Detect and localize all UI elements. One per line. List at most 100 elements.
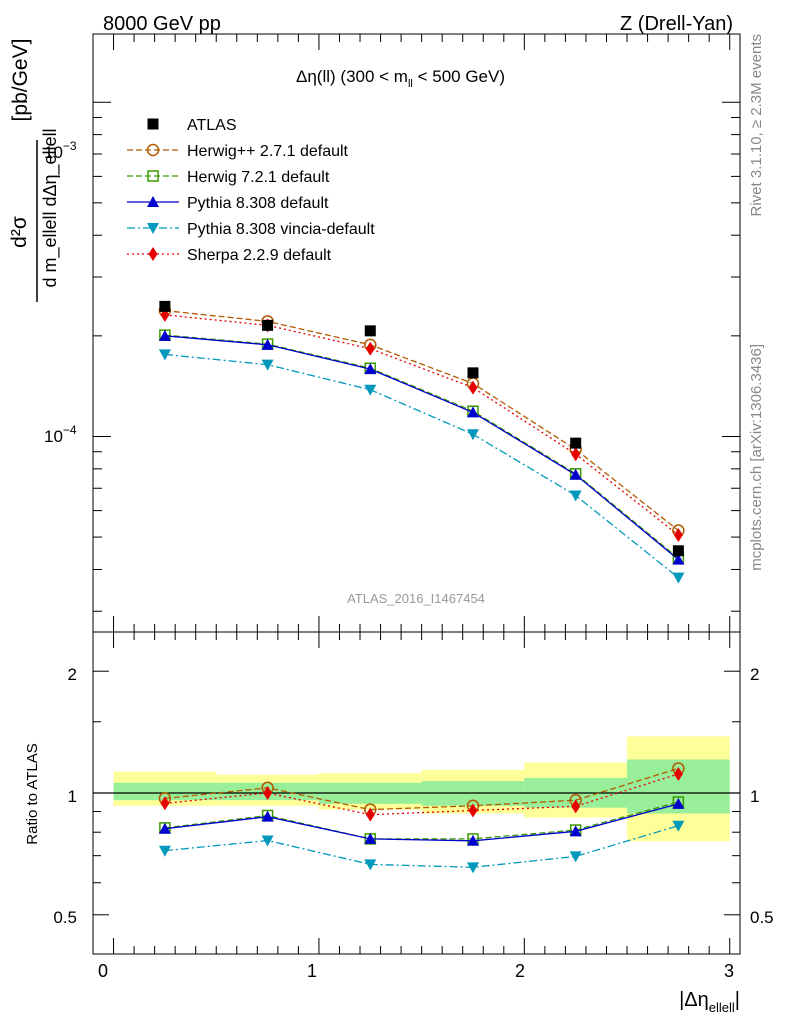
main-series-line (164, 314, 679, 536)
legend-marker (147, 118, 159, 130)
legend-marker (147, 170, 159, 182)
main-series-line (164, 353, 679, 579)
legend-marker (146, 143, 160, 157)
ratio-data-point (364, 832, 377, 844)
main-series-herwig-7-2-1-default (159, 329, 685, 565)
main-data-point (364, 384, 377, 396)
ratio-series-line (164, 773, 679, 816)
x-axis-label: |Δηellell| (679, 989, 740, 1015)
ratio-series-line (164, 767, 679, 811)
main-data-point (159, 300, 171, 312)
ratio-tick-05-left: 0.5 (53, 908, 77, 927)
main-data-point (364, 325, 376, 337)
main-data-point (261, 359, 274, 371)
y-label-bracket: [pb/GeV] (9, 39, 32, 122)
main-data-point (365, 341, 375, 356)
ratio-y-label: Ratio to ATLAS (24, 743, 41, 844)
legend-entry: Pythia 8.308 default (127, 195, 329, 212)
legend-entry: ATLAS (147, 117, 237, 134)
ratio-tick-1-right: 1 (750, 787, 759, 806)
main-series-sherpa-2-2-9-default (160, 307, 683, 543)
legend-label: Herwig++ 2.7.1 default (187, 143, 349, 160)
ratio-data-point (569, 851, 582, 863)
ratio-data-point (673, 767, 683, 782)
ratio-data-point (261, 835, 274, 847)
main-series-pythia-8-308-vincia-default (158, 349, 685, 584)
y-label-numerator: d²σ (8, 216, 31, 248)
legend-entry: Herwig++ 2.7.1 default (127, 143, 349, 160)
analysis-watermark: ATLAS_2016_I1467454 (347, 591, 485, 606)
legend-entry: Herwig 7.2.1 default (127, 169, 330, 186)
main-y-label: [pb/GeV] d²σ d m_ellell dΔη_ellell (8, 39, 61, 302)
ratio-tick-1-left: 1 (68, 787, 77, 806)
ratio-series-layer (158, 762, 685, 874)
y-tick-1e-3: 10−3 (44, 139, 77, 162)
ratio-axis-ticks (93, 631, 740, 955)
main-series-pythia-8-308-default (158, 329, 685, 565)
main-data-point (467, 367, 479, 379)
main-data-point (569, 490, 582, 502)
main-data-point (158, 349, 171, 361)
y-label-denominator: d m_ellell dΔη_ellell (40, 128, 61, 287)
ratio-data-point (365, 807, 375, 822)
main-series-atlas (159, 300, 684, 557)
legend-label: ATLAS (187, 117, 237, 134)
x-tick-0: 0 (98, 961, 108, 981)
x-tick-1: 1 (307, 961, 317, 981)
main-series-line (164, 309, 679, 532)
ratio-data-point (158, 845, 171, 857)
main-data-point (262, 319, 274, 331)
plot-title: Δη(ll) (300 < mll < 500 GeV) (296, 67, 505, 90)
ratio-data-point (466, 862, 479, 874)
legend-marker (147, 223, 159, 234)
ratio-series-line (164, 825, 679, 868)
ratio-data-point (263, 786, 273, 800)
rivet-label: Rivet 3.1.10, ≥ 2.3M events (748, 34, 765, 217)
legend-label: Herwig 7.2.1 default (187, 169, 330, 186)
legend-entry: Sherpa 2.2.9 default (127, 247, 332, 264)
main-data-point (468, 380, 478, 395)
legend-entry: Pythia 8.308 vincia-default (127, 221, 375, 238)
legend: ATLAS Herwig++ 2.7.1 default Herwig 7.2.1 … (127, 117, 375, 264)
main-data-point (364, 363, 377, 375)
x-tick-3: 3 (724, 961, 734, 981)
mcplots-label: mcplots.cern.ch [arXiv:1306.3436] (748, 344, 765, 571)
ratio-tick-2-left: 2 (68, 665, 77, 684)
ratio-data-point (160, 796, 170, 811)
ratio-band-stat (113, 782, 217, 801)
main-data-point (569, 468, 582, 480)
main-data-point (672, 545, 684, 557)
ratio-tick-2-right: 2 (750, 665, 759, 684)
ratio-data-point (261, 810, 274, 822)
ratio-series-pythia-8-308-default (158, 797, 685, 846)
ratio-data-point (571, 799, 581, 814)
legend-marker (147, 196, 159, 207)
legend-label: Pythia 8.308 vincia-default (187, 221, 375, 238)
ratio-data-point (672, 820, 685, 832)
x-tick-2: 2 (515, 961, 525, 981)
main-data-point (672, 572, 685, 584)
main-data-point (570, 437, 582, 449)
ratio-data-point (466, 834, 479, 846)
main-data-point (673, 528, 683, 543)
ratio-series-pythia-8-308-vincia-default (158, 820, 685, 874)
main-data-point (261, 338, 274, 350)
ratio-tick-05-right: 0.5 (750, 908, 774, 927)
main-series-layer (158, 300, 685, 584)
main-series-line (164, 334, 679, 559)
main-data-point (466, 406, 479, 418)
y-tick-1e-4: 10−4 (44, 423, 77, 446)
ratio-data-point (672, 797, 685, 809)
main-data-point (158, 329, 171, 341)
ratio-data-point (158, 822, 171, 834)
header-left: 8000 GeV pp (103, 13, 221, 35)
ratio-data-point (364, 859, 377, 871)
main-data-point (672, 553, 685, 565)
main-data-point (571, 447, 581, 462)
header-right: Z (Drell-Yan) (620, 13, 733, 35)
ratio-data-point (569, 825, 582, 837)
ratio-series-line (164, 801, 679, 840)
legend-label: Pythia 8.308 default (187, 195, 329, 212)
ratio-series-line (164, 803, 679, 842)
